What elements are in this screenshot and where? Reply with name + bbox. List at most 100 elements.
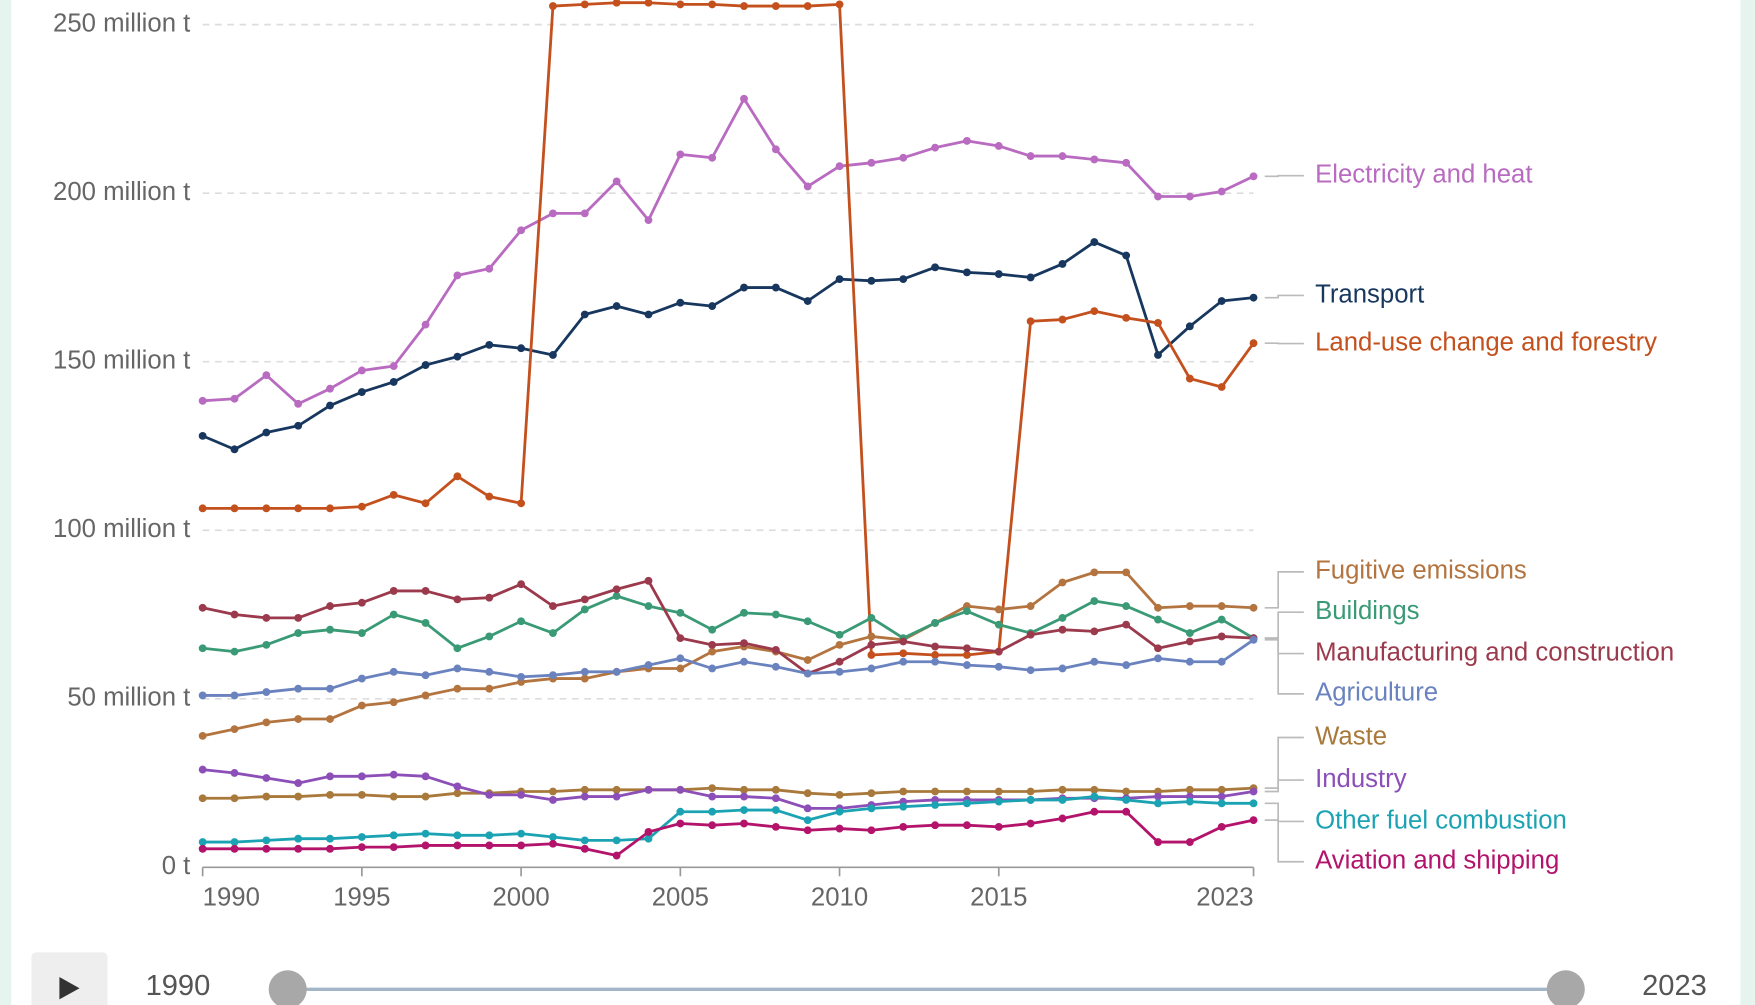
data-point: [1026, 317, 1035, 326]
data-point: [1122, 661, 1131, 670]
data-point: [453, 831, 462, 840]
data-point: [899, 657, 908, 666]
data-point: [230, 844, 239, 853]
data-point: [708, 625, 717, 634]
data-point: [580, 310, 589, 319]
data-point: [357, 674, 366, 683]
x-tick-label: 1990: [203, 883, 260, 911]
data-point: [676, 807, 685, 816]
data-point: [1185, 322, 1194, 331]
data-point: [708, 302, 717, 311]
series-line: [202, 579, 1254, 675]
data-point: [899, 822, 908, 831]
data-point: [835, 162, 844, 171]
data-point: [1090, 568, 1099, 577]
data-point: [198, 691, 207, 700]
data-point: [389, 610, 398, 619]
data-point: [931, 619, 940, 627]
series-label: Transport: [1315, 280, 1424, 308]
data-point: [198, 644, 207, 653]
data-point: [612, 592, 621, 600]
data-point: [357, 772, 366, 781]
data-point: [835, 667, 844, 676]
data-point: [262, 504, 271, 513]
data-point: [1154, 319, 1162, 327]
data-point: [326, 401, 334, 410]
data-point: [740, 639, 748, 648]
data-point: [453, 684, 462, 693]
data-point: [803, 804, 812, 813]
data-point: [708, 647, 717, 656]
data-point: [517, 672, 526, 681]
data-point: [1185, 797, 1194, 806]
timeline-handle[interactable]: [268, 970, 307, 1005]
data-point: [1122, 602, 1131, 611]
data-point: [963, 799, 971, 808]
data-point: [867, 632, 876, 641]
data-point: [644, 602, 653, 611]
page-edge: [0, 0, 12, 1005]
data-point: [198, 396, 207, 405]
data-point: [517, 344, 526, 353]
data-point: [867, 826, 876, 835]
x-tick-label: 2015: [970, 883, 1027, 911]
data-point: [294, 844, 303, 853]
data-point: [644, 310, 653, 319]
data-point: [771, 283, 780, 292]
data-point: [421, 772, 430, 781]
data-point: [517, 841, 526, 850]
data-point: [771, 2, 780, 10]
data-point: [771, 806, 780, 814]
data-point: [994, 270, 1003, 278]
data-point: [1090, 155, 1099, 164]
data-point: [389, 843, 398, 852]
data-point: [326, 844, 334, 853]
play-button[interactable]: [31, 952, 108, 1005]
series-line: [202, 594, 1255, 654]
y-tick-label: 150 million t: [53, 347, 190, 375]
data-point: [644, 216, 653, 225]
data-point: [485, 492, 494, 501]
data-point: [963, 661, 971, 670]
series-label: Industry: [1315, 765, 1407, 793]
data-point: [1058, 785, 1067, 794]
x-tick-label: 1995: [333, 883, 390, 911]
data-point: [389, 698, 398, 707]
data-point: [771, 662, 780, 671]
data-point: [326, 772, 334, 781]
data-point: [230, 691, 239, 700]
data-point: [1058, 315, 1067, 324]
data-point: [1122, 158, 1131, 167]
data-point: [421, 361, 430, 369]
data-point: [1058, 260, 1067, 268]
y-tick-label: 0 t: [162, 852, 191, 880]
data-point: [740, 608, 748, 617]
data-point: [676, 664, 685, 673]
data-point: [357, 598, 366, 607]
data-point: [389, 490, 398, 499]
data-point: [326, 684, 334, 693]
timeline-handle[interactable]: [1546, 970, 1585, 1005]
data-point: [1090, 785, 1099, 794]
data-point: [294, 504, 303, 513]
data-point: [676, 150, 685, 159]
data-point: [262, 836, 271, 845]
data-point: [549, 833, 557, 841]
data-point: [994, 787, 1003, 796]
y-tick-label: 100 million t: [53, 515, 190, 543]
data-point: [771, 646, 780, 654]
data-point: [1058, 578, 1067, 587]
data-point: [230, 445, 239, 454]
data-point: [262, 688, 271, 696]
data-point: [899, 787, 908, 796]
series-line: [202, 240, 1254, 451]
data-point: [612, 785, 621, 794]
data-point: [1122, 251, 1131, 260]
data-point: [1058, 613, 1067, 622]
data-point: [963, 821, 971, 830]
data-point: [262, 428, 271, 437]
data-point: [931, 821, 940, 830]
data-point: [835, 275, 844, 284]
data-point: [421, 829, 430, 838]
data-point: [230, 725, 239, 734]
